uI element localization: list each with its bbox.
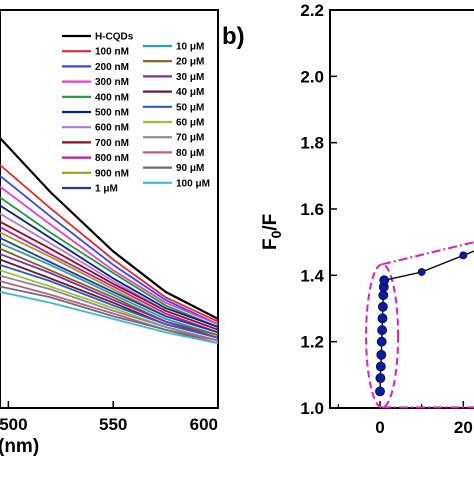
legend-label: 10 μM xyxy=(176,42,204,53)
panel-a-legend: H-CQDs 100 nM 200 nM 300 nM 400 nM 500 nM 600 … xyxy=(62,32,210,195)
spectrum-curve-17 xyxy=(0,274,219,342)
panel-b-x-tick-label: 0 xyxy=(375,418,384,437)
panel-b-x-tick-label: 20 xyxy=(454,418,473,437)
panel-b-y-tick-label: 1.0 xyxy=(300,399,324,418)
legend-label: 200 nM xyxy=(95,62,129,73)
panel-b-y-tick-label: 2.2 xyxy=(300,1,324,20)
panel-b-y-ticks: 1.0 1.2 1.4 1.6 1.8 2.0 2.2 xyxy=(300,1,337,418)
panel-b-data-point xyxy=(376,336,387,347)
spectrum-curve-3 xyxy=(0,185,219,326)
panel-b-data-point xyxy=(379,275,390,286)
panel-a-curves xyxy=(0,137,219,345)
panel-b-y-tick-label: 1.8 xyxy=(300,134,324,153)
legend-label: 30 μM xyxy=(176,72,204,83)
highlight-guide-upper xyxy=(381,241,474,266)
panel-b-y-tick-label: 1.2 xyxy=(300,333,324,352)
panel-a-x-tick-label: 600 xyxy=(190,415,218,434)
panel-b-data-point xyxy=(375,386,385,397)
panel-b-y-tick-label: 1.4 xyxy=(300,266,324,285)
spectrum-curve-0 xyxy=(0,137,219,320)
legend-label: 60 μM xyxy=(176,118,204,129)
panel-b-data-point xyxy=(375,361,386,372)
panel-a-x-axis-title: (nm) xyxy=(0,436,39,457)
legend-label: 50 μM xyxy=(176,102,204,113)
panel-b-data-point xyxy=(377,325,387,335)
panel-b-series xyxy=(375,250,474,397)
panel-a-frame xyxy=(0,9,219,409)
panel-a-x-tick-label: 500 xyxy=(0,415,28,434)
legend-label: 20 μM xyxy=(176,57,204,68)
panel-b-data-point xyxy=(376,349,387,360)
legend-label: 800 nM xyxy=(95,153,129,164)
spectrum-curve-15 xyxy=(0,264,219,339)
panel-b-f0f-chart: b) 1.01.21.41.61.82.02.2 0 20 F0/F xyxy=(222,1,474,437)
legend-label: 90 μM xyxy=(176,163,204,174)
legend-label: 500 nM xyxy=(95,108,129,119)
panel-b-data-point xyxy=(417,268,426,276)
legend-label: 100 μM xyxy=(176,178,210,189)
spectrum-curve-8 xyxy=(0,226,219,334)
legend-label: 300 nM xyxy=(95,77,129,88)
spectrum-curve-19 xyxy=(0,285,219,345)
legend-label: H-CQDs xyxy=(95,32,134,43)
legend-label: 40 μM xyxy=(176,87,204,98)
panel-b-y-axis-title-f: F xyxy=(260,238,281,250)
spectrum-curve-5 xyxy=(0,204,219,328)
spectrum-curve-7 xyxy=(0,220,219,331)
panel-b-label: b) xyxy=(222,23,245,50)
panel-b-data-point xyxy=(378,290,389,301)
panel-b-data-point xyxy=(459,251,468,260)
panel-b-data-point xyxy=(377,301,388,312)
legend-label: 80 μM xyxy=(176,148,204,159)
legend-label: 400 nM xyxy=(95,92,129,103)
legend-label: 70 μM xyxy=(176,133,204,144)
spectrum-curve-10 xyxy=(0,237,219,334)
spectrum-curve-1 xyxy=(0,164,219,323)
panel-b-data-point xyxy=(377,313,388,324)
legend-label: 600 nM xyxy=(95,123,129,134)
spectrum-curve-2 xyxy=(0,175,219,326)
panel-a-spectra-chart: 500 550 600 (nm) H-CQDs 100 nM 200 nM 300 nM 4… xyxy=(0,9,219,457)
panel-b-y-tick-label: 1.6 xyxy=(300,200,324,219)
panel-a-x-tick-label: 550 xyxy=(99,415,127,434)
panel-b-y-axis-title-rest: /F xyxy=(260,214,281,231)
spectrum-curve-4 xyxy=(0,196,219,328)
panel-b-frame xyxy=(329,9,474,409)
spectrum-curve-13 xyxy=(0,253,219,339)
panel-b-y-tick-label: 2.0 xyxy=(300,67,324,86)
legend-label: 700 nM xyxy=(95,138,129,149)
panel-a-x-ticks: 500 550 600 xyxy=(0,401,219,434)
panel-b-y-axis-title: F0/F xyxy=(260,214,284,250)
panel-b-data-point xyxy=(375,373,386,383)
highlight-ellipse xyxy=(365,263,400,409)
legend-label: 100 nM xyxy=(95,47,129,58)
panel-b-x-ticks: 0 20 xyxy=(337,401,473,437)
spectrum-curve-11 xyxy=(0,242,219,336)
panel-b-y-axis-title-sub0: 0 xyxy=(268,230,284,238)
spectrum-curve-20 xyxy=(0,291,219,345)
panel-b-highlight xyxy=(365,241,474,409)
legend-label: 1 μM xyxy=(95,184,118,195)
legend-label: 900 nM xyxy=(95,168,129,179)
